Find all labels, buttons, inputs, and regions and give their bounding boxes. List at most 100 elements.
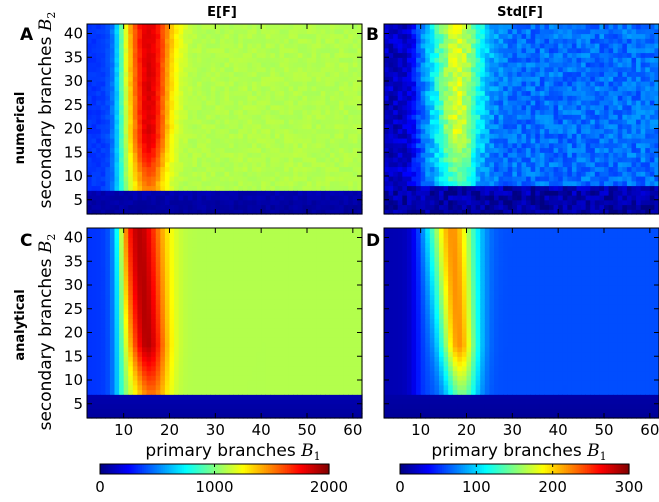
heatmap-cell (210, 190, 216, 196)
heatmap-cell (489, 166, 495, 172)
heatmap-cell (155, 157, 161, 163)
heatmap-cell (229, 157, 235, 163)
heatmap-cell (466, 171, 472, 177)
heatmap-cell (471, 142, 477, 149)
heatmap-cell (169, 133, 175, 139)
heatmap-cell (622, 119, 628, 125)
heatmap-cell (91, 285, 97, 291)
heatmap-cell (183, 204, 189, 210)
heatmap-cell (201, 195, 207, 201)
heatmap-cell (343, 209, 349, 215)
heatmap-cell (558, 28, 564, 35)
heatmap-cell (439, 33, 445, 39)
heatmap-cell (297, 128, 304, 134)
heatmap-cell (128, 195, 134, 201)
heatmap-cell (397, 119, 403, 125)
heatmap-cell (96, 81, 102, 87)
heatmap-cell (631, 28, 637, 35)
heatmap-cell (521, 152, 527, 158)
heatmap-cell (96, 157, 102, 163)
heatmap-cell (325, 119, 331, 125)
heatmap-cell (416, 47, 422, 54)
heatmap-cell (288, 85, 294, 92)
heatmap-cell (384, 176, 390, 182)
heatmap-cell (87, 52, 93, 58)
heatmap-cell (448, 138, 454, 144)
heatmap-cell (164, 190, 171, 196)
heatmap-cell (484, 195, 491, 201)
heatmap-cell (142, 62, 148, 68)
heatmap-cell (402, 195, 408, 201)
heatmap-cell (576, 171, 582, 177)
heatmap-cell (590, 109, 596, 115)
heatmap-cell (494, 199, 500, 206)
heatmap-cell (210, 185, 216, 191)
heatmap-cell (539, 128, 546, 134)
heatmap-cell (649, 100, 656, 106)
heatmap-cell (151, 100, 157, 106)
heatmap-cell (484, 123, 491, 130)
heatmap-cell (466, 123, 472, 130)
heatmap-cell (311, 71, 317, 77)
heatmap-cell (197, 43, 203, 49)
heatmap-cell (562, 119, 568, 125)
heatmap-cell (132, 176, 139, 182)
heatmap-cell (553, 147, 559, 153)
heatmap-cell (105, 123, 111, 130)
heatmap-cell (100, 52, 106, 58)
heatmap-cell (343, 114, 349, 120)
heatmap-cell (297, 24, 304, 30)
heatmap-cell (425, 90, 431, 96)
heatmap-cell (87, 109, 93, 115)
heatmap-cell (443, 199, 449, 206)
heatmap-cell (590, 114, 596, 120)
heatmap-cell (178, 204, 184, 210)
heatmap-cell (636, 176, 642, 182)
heatmap-cell (174, 85, 180, 92)
heatmap-cell (604, 142, 610, 149)
heatmap-cell (160, 199, 166, 206)
heatmap-cell (439, 195, 445, 201)
heatmap-cell (96, 285, 102, 291)
heatmap-cell (461, 38, 468, 44)
heatmap-cell (197, 62, 203, 68)
heatmap-cell (132, 114, 139, 120)
heatmap-cell (654, 57, 659, 63)
heatmap-cell (434, 171, 440, 177)
heatmap-cell (553, 152, 559, 158)
heatmap-cell (142, 161, 148, 168)
heatmap-cell (320, 52, 326, 58)
heatmap-cell (151, 52, 157, 58)
heatmap-cell (265, 204, 271, 210)
heatmap-cell (516, 24, 523, 30)
heatmap-cell (622, 28, 628, 35)
heatmap-cell (539, 81, 546, 87)
heatmap-cell (105, 109, 111, 115)
heatmap-cell (475, 43, 481, 49)
heatmap-cell (402, 66, 408, 73)
heatmap-cell (549, 66, 555, 73)
heatmap-cell (526, 209, 532, 215)
heatmap-cell (164, 38, 171, 44)
heatmap-cell (174, 185, 180, 191)
heatmap-cell (348, 180, 354, 187)
heatmap-cell (461, 147, 468, 153)
heatmap-cell (507, 57, 513, 63)
heatmap-cell (242, 185, 249, 191)
heatmap-cell (174, 90, 180, 96)
heatmap-cell (521, 123, 527, 130)
heatmap-cell (183, 76, 189, 82)
heatmap-cell (480, 24, 486, 30)
heatmap-cell (411, 71, 417, 77)
heatmap-cell (576, 157, 582, 163)
heatmap-cell (443, 128, 449, 134)
heatmap-cell (384, 147, 390, 153)
heatmap-cell (402, 71, 408, 77)
heatmap-cell (265, 24, 271, 30)
heatmap-cell (178, 114, 184, 120)
heatmap-cell (252, 133, 258, 139)
heatmap-cell (224, 62, 230, 68)
heatmap-cell (192, 47, 198, 54)
heatmap-cell (406, 33, 413, 39)
heatmap-cell (339, 152, 345, 158)
